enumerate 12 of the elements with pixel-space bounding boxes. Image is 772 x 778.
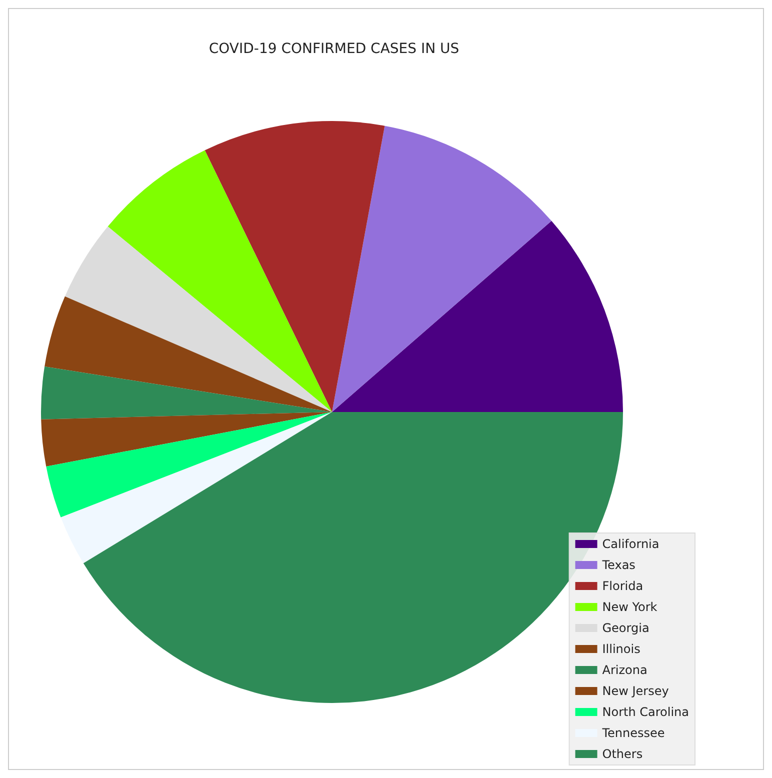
legend-label: Arizona [602, 663, 648, 677]
legend-label: Tennessee [601, 726, 665, 740]
legend-label: Texas [601, 558, 636, 572]
legend-label: New Jersey [602, 684, 669, 698]
chart-title: COVID-19 CONFIRMED CASES IN US [208, 41, 460, 57]
legend-label: North Carolina [602, 705, 689, 719]
legend-label: California [602, 537, 660, 551]
legend-label: Georgia [602, 621, 650, 635]
legend-label: New York [602, 600, 658, 614]
legend-label: Florida [602, 579, 644, 593]
legend-label: Others [602, 747, 643, 761]
legend-label: Illinois [602, 642, 640, 656]
